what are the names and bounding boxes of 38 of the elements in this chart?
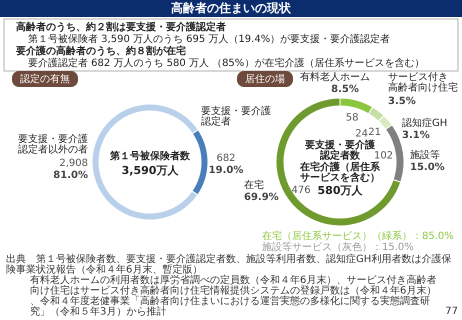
data-label: 2,908 (59, 158, 88, 169)
data-label: 102 (374, 150, 394, 162)
data-label: 682 (216, 153, 236, 164)
text: 3,590万人 (122, 164, 180, 177)
data-label: 58 (346, 112, 359, 124)
text: 要介護の高齢者のうち、約８割が在宅 (15, 45, 186, 57)
text: 69.9% (244, 192, 279, 203)
text: 認定の有無 (20, 73, 70, 85)
text: 有料老人ホームの利用者数は厚労省調べの定員数（令和４年6月末）、サービス付き高齢者向け住宅はサービス付き高齢者向け住宅情報提供システムの登録戸数は（令和４年6月末）、令和４年度老健事業「高齢者向け住まいにおける運営実態の多様化に関する実態調査研究」（令和５年3月）から推計 (30, 274, 436, 318)
text: 在宅（居住系サービス）（緑系）：85.0% (262, 230, 454, 242)
slice-label: 有料老人ホーム (300, 71, 370, 83)
text: 3.1% (402, 130, 430, 141)
data-label: 21 (368, 126, 382, 138)
text: 8.5% (331, 84, 359, 95)
text: 在宅介護（居住系サービスを含む） (299, 161, 381, 184)
text: 15.0% (410, 162, 445, 173)
text: 要介護認定者 682 万人のうち 580 万人 （85%）が在宅介護（居住系サービスを含む） (28, 57, 424, 69)
text: 要支援・要介護認定者数 (304, 139, 375, 162)
slice-label: 要支援・要介護認定者以外の者 (18, 133, 88, 156)
slice-label: サービス付き高齢者向け住宅 (388, 72, 458, 94)
text: 3.5% (388, 96, 416, 107)
text: 77 (445, 306, 458, 317)
text: 第１号被保険者数 (109, 150, 191, 162)
chart-title: 高齢者の住まいの現状 (171, 1, 292, 15)
text: 19.0% (208, 165, 244, 176)
text: 高齢者のうち、約２割は要支援・要介護認定者 (16, 21, 226, 33)
slice-label: 要支援・要介護認定者 (201, 105, 271, 128)
slice-label: 施設等 (410, 149, 440, 161)
text: 施設等サービス（灰色）：15.0% (262, 241, 414, 253)
data-label: 476 (292, 185, 311, 196)
text: 第１号被保険者 3,590 万人のうち 695 万人（19.4%）が要支援・要介護認定者 (28, 33, 390, 45)
data-label: 24 (355, 128, 368, 140)
slice-label: 認知症GH (402, 117, 448, 129)
source-note: 出典 第１号被保険者数、要支援・要介護認定者数、施設等利用者数、認知症GH利用者数は介護保険事業状況報告（令和４年6月末、暫定版） (6, 253, 452, 276)
text: 81.0% (53, 170, 88, 181)
slice-label: 在宅 (244, 179, 264, 191)
text: 580万人 (318, 184, 364, 197)
text: 居住の場 (245, 73, 285, 85)
